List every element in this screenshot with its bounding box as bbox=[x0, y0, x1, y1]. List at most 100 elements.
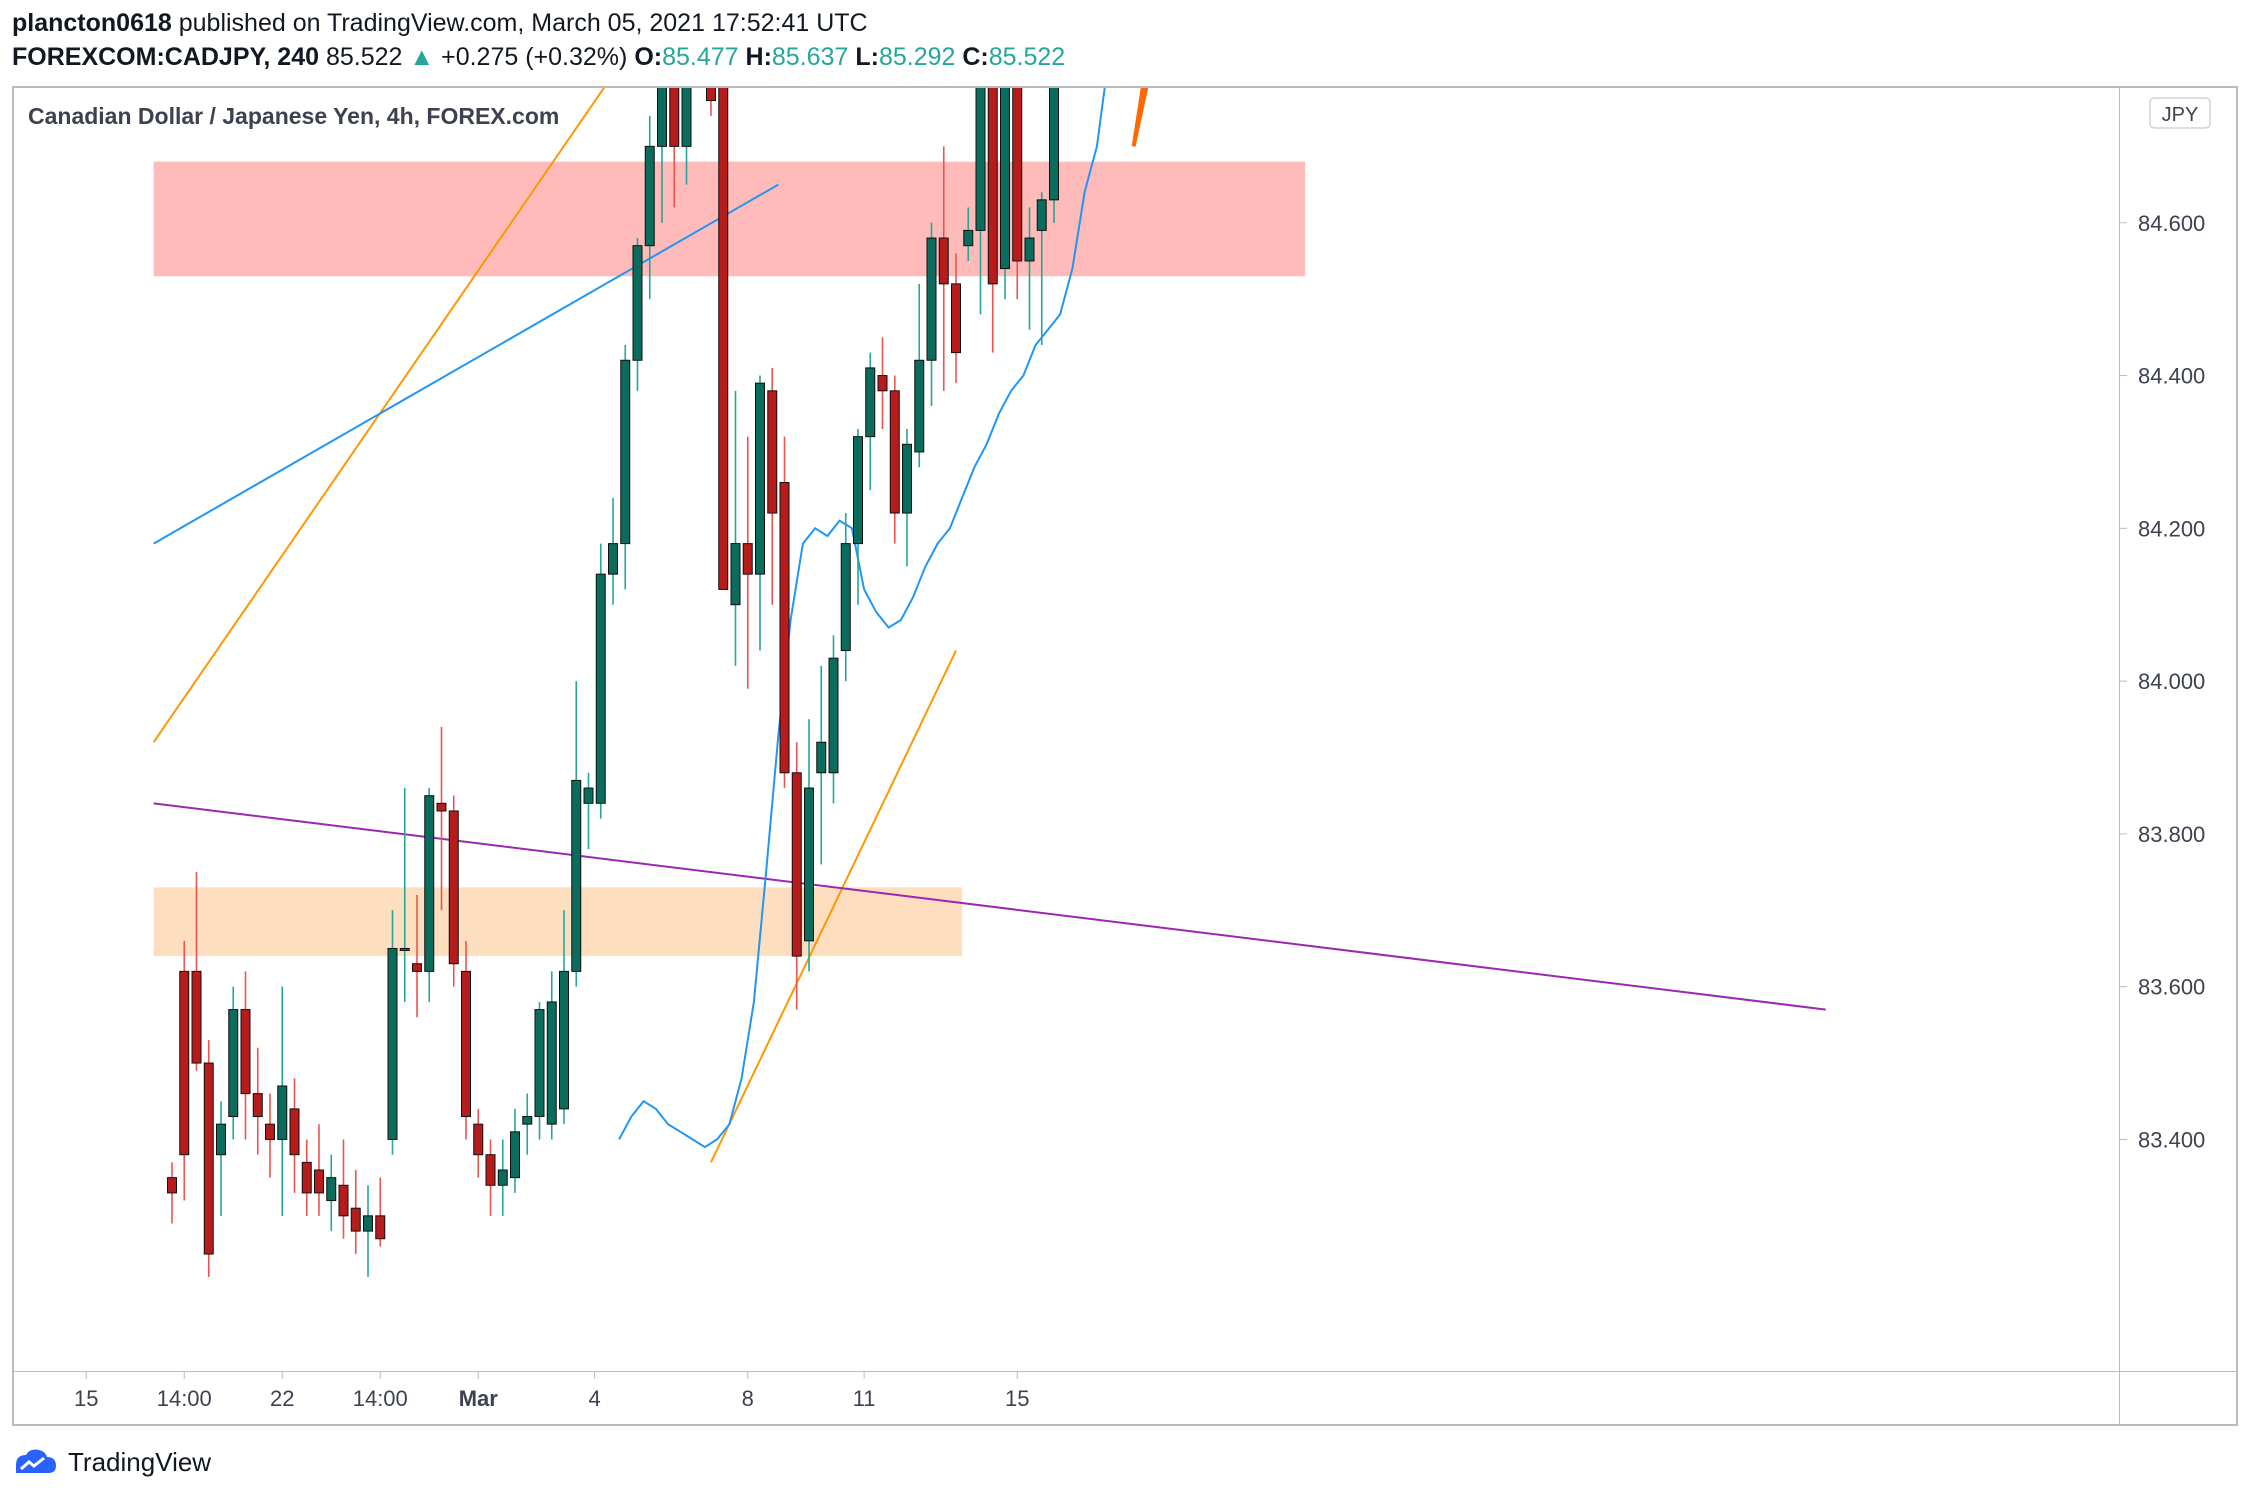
symbol-line: FOREXCOM:CADJPY, 240 85.522 ▲ +0.275 (+0… bbox=[12, 40, 1065, 74]
candle-body bbox=[938, 237, 949, 285]
x-tick-label: 15 bbox=[74, 1386, 98, 1411]
candle-body bbox=[1036, 199, 1047, 231]
candle-body bbox=[510, 1131, 520, 1179]
x-tick-label: 22 bbox=[270, 1386, 294, 1411]
chart-frame[interactable]: Canadian Dollar / Japanese Yen, 4h, FORE… bbox=[12, 86, 2238, 1426]
candle-body bbox=[350, 1207, 361, 1232]
y-tick-label: 83.400 bbox=[2138, 1127, 2205, 1152]
symbol-label: FOREXCOM:CADJPY, 240 bbox=[12, 43, 320, 71]
chart-header: plancton0618 published on TradingView.co… bbox=[12, 6, 1065, 74]
candle-body bbox=[363, 1215, 373, 1232]
candle-body bbox=[375, 1215, 386, 1240]
resistance-zone bbox=[153, 161, 1306, 277]
candle-body bbox=[534, 1009, 545, 1118]
candle-body bbox=[742, 543, 753, 575]
candle-body bbox=[277, 1085, 288, 1140]
candle-body bbox=[179, 970, 190, 1156]
plot-area bbox=[152, 88, 1826, 1277]
high-value: 85.637 bbox=[771, 43, 849, 71]
candle-body bbox=[326, 1177, 337, 1202]
candle-body bbox=[828, 657, 839, 774]
moving-average-line bbox=[618, 88, 1106, 1149]
candle-body bbox=[840, 543, 851, 652]
low-value: 85.292 bbox=[878, 43, 956, 71]
publisher-name[interactable]: plancton0618 bbox=[12, 9, 172, 37]
candle-body bbox=[1000, 88, 1010, 270]
candle-body bbox=[963, 229, 974, 247]
chart-title: Canadian Dollar / Japanese Yen, 4h, FORE… bbox=[28, 103, 559, 129]
candle-body bbox=[424, 795, 435, 972]
candle-body bbox=[730, 543, 741, 606]
currency-label: JPY bbox=[2162, 104, 2199, 126]
last-price: 85.522 bbox=[325, 43, 403, 71]
x-tick-label: 11 bbox=[853, 1386, 876, 1411]
open-value: 85.477 bbox=[662, 43, 739, 71]
y-tick-label: 84.400 bbox=[2138, 364, 2205, 389]
candle-body bbox=[865, 367, 876, 438]
candle-body bbox=[706, 88, 716, 102]
low-label: L: bbox=[855, 43, 879, 71]
candle-body bbox=[632, 245, 643, 361]
up-arrow-icon: ▲ bbox=[409, 43, 435, 71]
candle-body bbox=[669, 88, 680, 147]
support-zone bbox=[153, 887, 963, 957]
candle-body bbox=[987, 88, 998, 285]
candle-body bbox=[314, 1169, 324, 1194]
candle-body bbox=[412, 963, 422, 972]
x-tick-label: 15 bbox=[1005, 1386, 1029, 1411]
y-tick-label: 84.200 bbox=[2138, 516, 2205, 541]
y-tick-label: 84.600 bbox=[2138, 211, 2205, 236]
y-tick-label: 84.000 bbox=[2138, 669, 2205, 694]
candle-body bbox=[1012, 88, 1023, 262]
footer: TradingView bbox=[12, 1442, 211, 1482]
candle-body bbox=[559, 970, 569, 1110]
x-tick-label: 4 bbox=[589, 1386, 601, 1411]
footer-brand[interactable]: TradingView bbox=[68, 1446, 212, 1477]
orange-lower-trendline bbox=[710, 650, 957, 1163]
candle-body bbox=[571, 779, 582, 972]
candle-body bbox=[595, 573, 606, 804]
candle-body bbox=[620, 359, 631, 545]
candle-body bbox=[681, 88, 692, 147]
candle-body bbox=[203, 1062, 214, 1255]
candle-body bbox=[436, 802, 447, 812]
tradingview-logo-icon[interactable] bbox=[12, 1447, 58, 1477]
candle-body bbox=[889, 390, 900, 514]
candle-body bbox=[816, 741, 827, 774]
close-value: 85.522 bbox=[988, 43, 1066, 71]
candle-body bbox=[252, 1093, 263, 1118]
candle-body bbox=[755, 382, 765, 575]
high-label: H: bbox=[745, 43, 772, 71]
x-tick-label: 14:00 bbox=[353, 1386, 408, 1411]
currency-badge bbox=[2149, 97, 2211, 129]
candle-body bbox=[167, 1177, 177, 1194]
bullish-arrow-annotation bbox=[1131, 88, 1149, 147]
blue-trendline bbox=[153, 183, 779, 545]
orange-upper-trendline bbox=[152, 88, 606, 743]
candle-body bbox=[914, 359, 925, 453]
candle-body bbox=[1024, 237, 1035, 262]
candle-body bbox=[767, 390, 778, 514]
candle-body bbox=[853, 436, 863, 545]
candle-body bbox=[473, 1123, 484, 1156]
candle-body bbox=[644, 145, 655, 247]
candle-body bbox=[399, 947, 410, 951]
candle-body bbox=[718, 88, 729, 590]
candle-body bbox=[448, 810, 459, 965]
y-tick-label: 83.600 bbox=[2138, 975, 2205, 1000]
candle-body bbox=[301, 1161, 312, 1194]
candle-body bbox=[265, 1123, 275, 1140]
candle-body bbox=[522, 1116, 533, 1125]
price-change: +0.275 (+0.32%) bbox=[441, 43, 628, 71]
candle-body bbox=[902, 443, 912, 514]
candle-body bbox=[951, 283, 961, 354]
published-text: published on TradingView.com, March 05, … bbox=[178, 9, 868, 37]
candle-body bbox=[779, 481, 790, 774]
candle-body bbox=[497, 1169, 508, 1186]
open-label: O: bbox=[634, 43, 663, 71]
candle-body bbox=[216, 1123, 226, 1156]
candle-body bbox=[608, 543, 618, 575]
candle-body bbox=[289, 1108, 300, 1156]
candle-body bbox=[485, 1154, 496, 1186]
chart-canvas[interactable]: Canadian Dollar / Japanese Yen, 4h, FORE… bbox=[14, 88, 2236, 1424]
